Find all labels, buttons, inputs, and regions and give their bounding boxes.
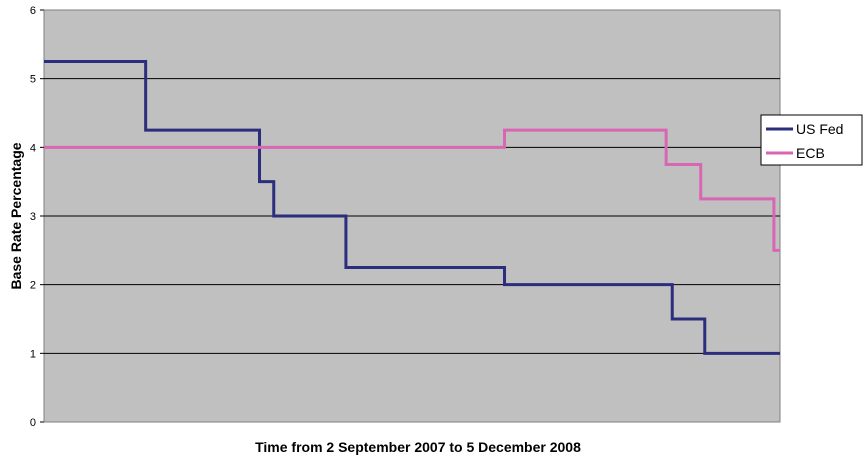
series-line-us-fed xyxy=(44,60,780,355)
y-tick-label-5: 5 xyxy=(30,74,36,86)
x-axis-title: Time from 2 September 2007 to 5 December… xyxy=(255,439,581,455)
legend-label-us-fed: US Fed xyxy=(796,121,843,137)
y-tick-label-0: 0 xyxy=(30,417,36,429)
y-tick-label-3: 3 xyxy=(30,211,36,223)
y-axis-ticks: 0 1 2 3 4 5 6 xyxy=(30,5,44,429)
series-line-ecb xyxy=(44,128,780,252)
y-tick-label-6: 6 xyxy=(30,5,36,17)
legend: US Fed ECB xyxy=(760,114,863,166)
y-tick-label-2: 2 xyxy=(30,280,36,292)
series-lines xyxy=(44,60,780,355)
y-tick-label-4: 4 xyxy=(30,142,36,154)
legend-label-ecb: ECB xyxy=(796,145,825,161)
legend-box xyxy=(760,114,863,166)
y-tick-label-1: 1 xyxy=(30,348,36,360)
y-axis-title: Base Rate Percentage xyxy=(8,142,24,289)
